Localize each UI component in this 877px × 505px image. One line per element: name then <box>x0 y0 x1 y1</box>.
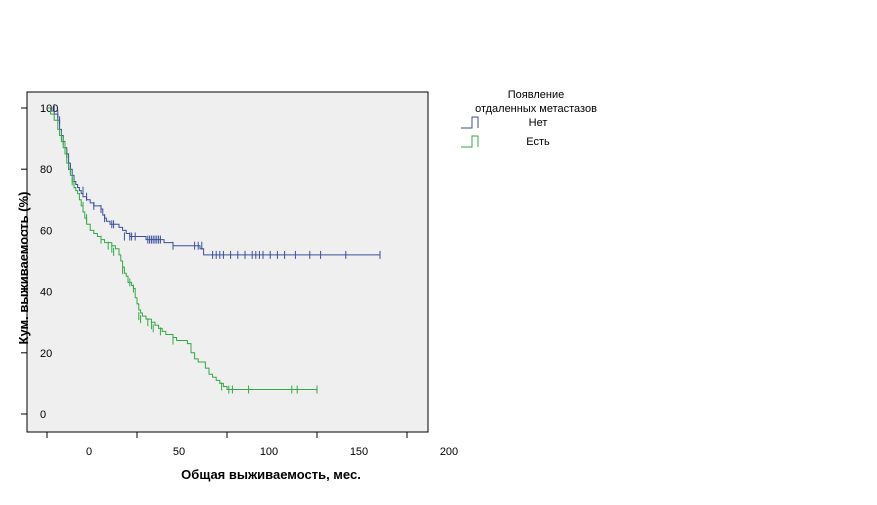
legend-swatch <box>461 135 479 148</box>
x-axis-title: Общая выживаемость, мес. <box>181 467 361 482</box>
y-tick-label: 60 <box>40 225 52 237</box>
x-tick-label: 150 <box>350 446 368 458</box>
series-layer <box>47 104 381 394</box>
plot-area <box>26 91 429 433</box>
x-tick-label: 50 <box>173 446 185 458</box>
legend-item: Есть <box>461 135 550 148</box>
legend-label: Есть <box>526 136 550 148</box>
x-tick-label: 100 <box>260 446 278 458</box>
x-tick-label: 0 <box>86 446 92 458</box>
y-tick-label: 40 <box>40 287 52 299</box>
y-axis: 0 20 40 60 80 100 <box>21 103 58 421</box>
legend-title-line1: Появление <box>508 89 564 101</box>
legend-item: Нет <box>461 116 548 129</box>
y-tick-label: 100 <box>40 103 58 115</box>
legend-label: Нет <box>529 117 548 129</box>
y-tick-label: 80 <box>40 164 52 176</box>
legend-swatch <box>461 116 479 129</box>
series-est <box>47 107 318 394</box>
y-axis-title: Кум. выживаемость (%) <box>16 192 31 345</box>
y-tick-label: 0 <box>40 409 46 421</box>
x-axis: 0 50 100 150 200 <box>46 432 458 458</box>
legend: Появление отдаленных метастазов Нет Есть <box>461 89 597 148</box>
series-line <box>47 107 317 391</box>
y-tick-label: 20 <box>40 348 52 360</box>
x-tick-label: 200 <box>440 446 458 458</box>
legend-title-line2: отдаленных метастазов <box>475 103 597 115</box>
